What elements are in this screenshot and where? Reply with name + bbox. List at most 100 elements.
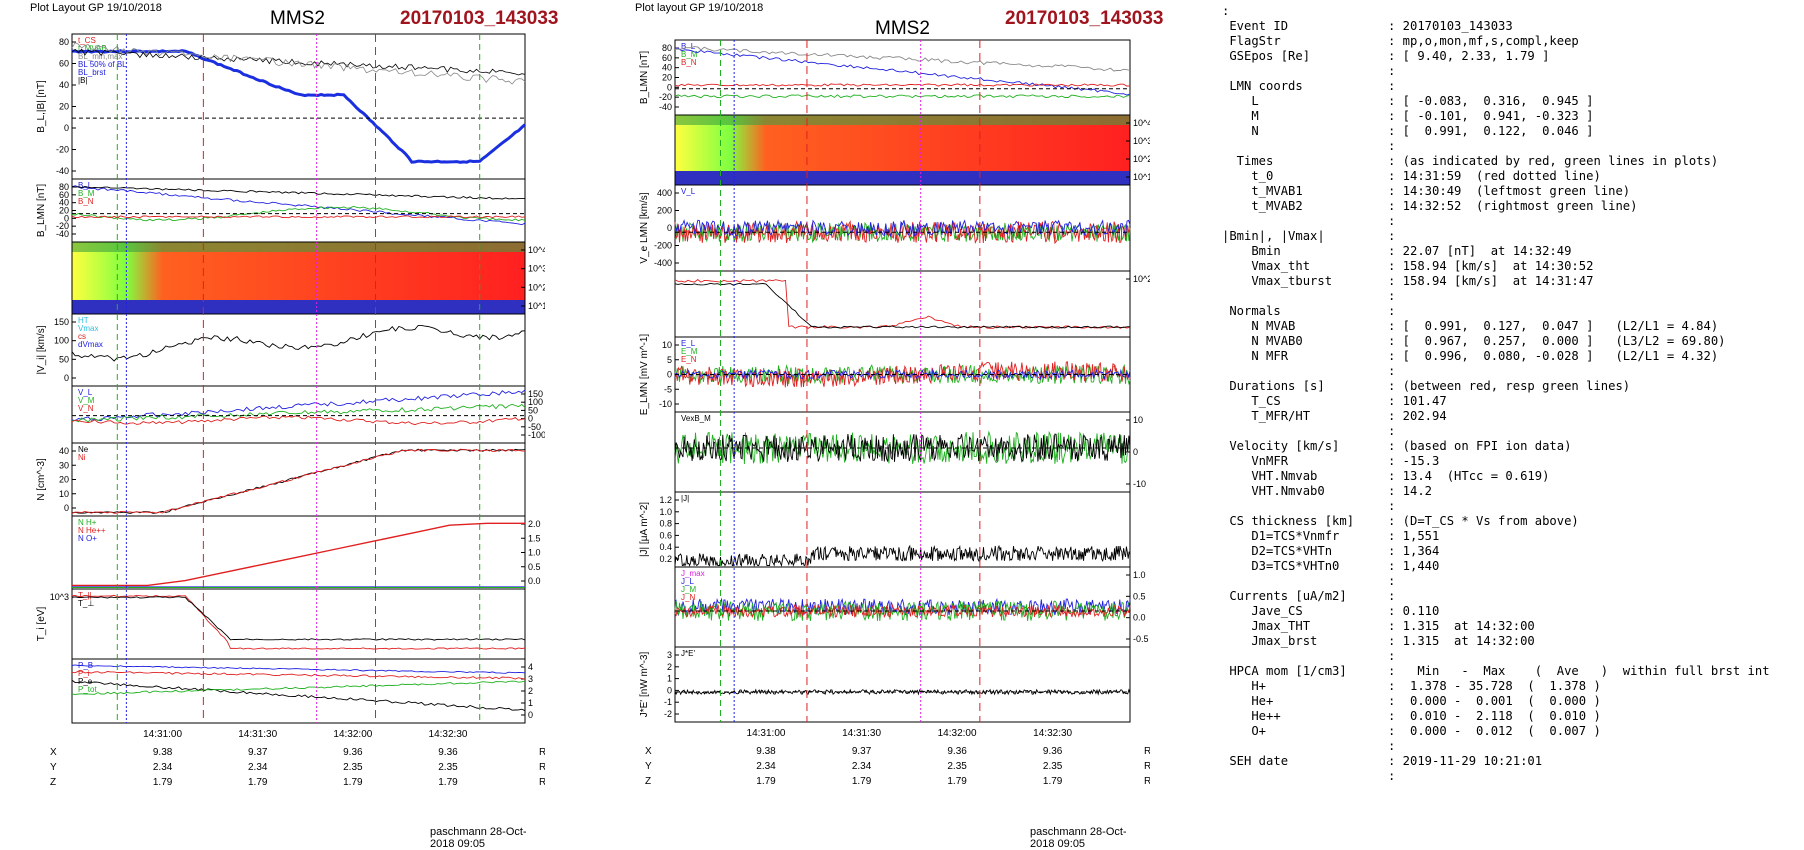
legend-entry: V_L xyxy=(78,388,93,397)
y-tick-label: -1 xyxy=(664,697,672,707)
y-tick-label: 150 xyxy=(54,317,69,327)
summary-key: O+ xyxy=(1222,724,1267,738)
legend-entry: J_N xyxy=(681,593,695,602)
position-value: 1.79 xyxy=(947,776,967,787)
summary-value: : (based on FPI ion data) xyxy=(1388,439,1572,453)
position-unit: Re xyxy=(539,747,545,758)
summary-row: Vmax_tburst: 158.94 [km/s] at 14:31:47 xyxy=(1222,274,1802,289)
legend-entry: T_⊥ xyxy=(78,599,94,608)
legend-entry: B_L xyxy=(681,42,696,51)
panel-9: 3 2 10 -1 -2 J*E' [nW m^-3] J*E' xyxy=(639,646,1131,723)
series-line xyxy=(71,389,526,422)
summary-value: : 0.110 xyxy=(1388,604,1440,618)
y-axis-label: B_L,|B| [nT] xyxy=(36,80,47,133)
y-tick-label: 1.0 xyxy=(659,507,672,517)
summary-value: : xyxy=(1388,229,1396,243)
summary-row: CS thickness [km]: (D=T_CS * Vs from abo… xyxy=(1222,514,1802,529)
summary-key: Velocity [km/s] xyxy=(1222,439,1340,453)
y-tick-label-right: 10^3 xyxy=(528,264,545,274)
series-line xyxy=(674,279,1131,329)
summary-value: : xyxy=(1388,214,1396,228)
summary-row: Jmax_brst: 1.315 at 14:32:00 xyxy=(1222,634,1802,649)
y-tick-label: 50 xyxy=(59,354,69,364)
event-summary-text: : Event ID: 20170103_143033 FlagStr: mp,… xyxy=(1222,4,1802,784)
y-tick-label: -20 xyxy=(56,145,69,155)
y-tick-label: -5 xyxy=(664,384,672,394)
y-axis-label: J*E' [nW m^-3] xyxy=(639,652,650,718)
legend-entry: BL_min,max xyxy=(78,52,122,61)
summary-row: : xyxy=(1222,289,1802,304)
y-tick-label: 80 xyxy=(59,37,69,47)
series-line xyxy=(71,215,526,219)
summary-value: : xyxy=(1388,739,1396,753)
legend-entry: dVmax xyxy=(78,340,103,349)
layout-label: Plot layout GP 19/10/2018 xyxy=(635,2,764,14)
position-value: 9.38 xyxy=(756,746,776,757)
y-axis-label: B_LMN [nT] xyxy=(36,184,47,238)
y-tick-label-right: 0.0 xyxy=(528,576,541,586)
series-line xyxy=(675,47,1131,96)
summary-row: Bmin: 22.07 [nT] at 14:32:49 xyxy=(1222,244,1802,259)
summary-value: : 158.94 [km/s] at 14:30:52 xyxy=(1388,259,1594,273)
summary-key: N MVAB xyxy=(1222,319,1296,333)
panel-5: 10 5 0 -5 -10 E_LMN [mV m^-1] E_LE_ME_N xyxy=(639,334,1131,416)
legend-entry: P_i xyxy=(78,669,90,678)
y-tick-label: 60 xyxy=(662,53,672,63)
summary-row: D2=TCS*VHTn: 1,364 xyxy=(1222,544,1802,559)
y-tick-label: 0 xyxy=(667,685,672,695)
y-tick-label: 0 xyxy=(667,370,672,380)
event-title: 20170103_143033 xyxy=(400,8,559,29)
y-tick-label: 100 xyxy=(54,336,69,346)
summary-row: H+: 1.378 - 35.728 ( 1.378 ) xyxy=(1222,679,1802,694)
summary-row: He++: 0.010 - 2.118 ( 0.010 ) xyxy=(1222,709,1802,724)
y-tick-label-right: 100 xyxy=(528,397,543,407)
summary-row: Durations [s]: (between red, resp green … xyxy=(1222,379,1802,394)
summary-value: : 101.47 xyxy=(1388,394,1447,408)
summary-key: Durations [s] xyxy=(1222,379,1325,393)
series-line xyxy=(71,185,526,226)
series-line xyxy=(674,46,1131,72)
position-value: 9.36 xyxy=(438,747,458,758)
legend-entry: J_L xyxy=(681,577,694,586)
series-line xyxy=(71,670,526,680)
summary-value: : 1,440 xyxy=(1388,559,1440,573)
summary-row: D1=TCS*Vnmfr: 1,551 xyxy=(1222,529,1802,544)
time-tick-label: 14:31:30 xyxy=(842,728,881,739)
legend-entry: B_L xyxy=(78,181,93,190)
series-line xyxy=(674,600,1131,622)
y-tick-label: 1 xyxy=(667,674,672,684)
summary-value: : 13.4 (HTcc = 0.619) xyxy=(1388,469,1550,483)
y-tick-label: 3 xyxy=(667,650,672,660)
summary-row: N: [ 0.991, 0.122, 0.046 ] xyxy=(1222,124,1802,139)
summary-row: : xyxy=(1222,64,1802,79)
legend-entry: V_L xyxy=(681,187,696,196)
position-value: 2.35 xyxy=(947,761,967,772)
legend-entry: Ne xyxy=(78,445,89,454)
series-line xyxy=(71,594,526,650)
y-tick-label-right: 1.0 xyxy=(1133,570,1146,580)
position-value: 9.37 xyxy=(852,746,872,757)
summary-key: N xyxy=(1222,124,1259,138)
y-tick-label-right: 50 xyxy=(528,405,538,415)
series-line xyxy=(72,522,525,587)
y-axis-label: E_LMN [mV m^-1] xyxy=(639,334,650,416)
series-line xyxy=(674,597,1131,617)
spacecraft-title: MMS2 xyxy=(875,18,930,39)
y-tick-label: 20 xyxy=(59,102,69,112)
summary-key: Jmax_THT xyxy=(1222,619,1311,633)
y-tick-label: 40 xyxy=(59,80,69,90)
y-tick-label-right: 4 xyxy=(528,662,533,672)
legend-entry: J_max xyxy=(681,569,705,578)
summary-row: t_MVAB1: 14:30:49 (leftmost green line) xyxy=(1222,184,1802,199)
summary-row: : xyxy=(1222,739,1802,754)
summary-value: : [ 9.40, 2.33, 1.79 ] xyxy=(1388,49,1550,63)
y-tick-label: 20 xyxy=(59,475,69,485)
y-tick-label: -400 xyxy=(654,258,672,268)
panel-7: 2.01.51.00.50.0N_i [cm^-3]N H+N He++N O+ xyxy=(71,515,541,590)
layout-label: Plot Layout GP 19/10/2018 xyxy=(30,2,162,14)
summary-row: M: [ -0.101, 0.941, -0.323 ] xyxy=(1222,109,1802,124)
summary-key: N MVAB0 xyxy=(1222,334,1303,348)
